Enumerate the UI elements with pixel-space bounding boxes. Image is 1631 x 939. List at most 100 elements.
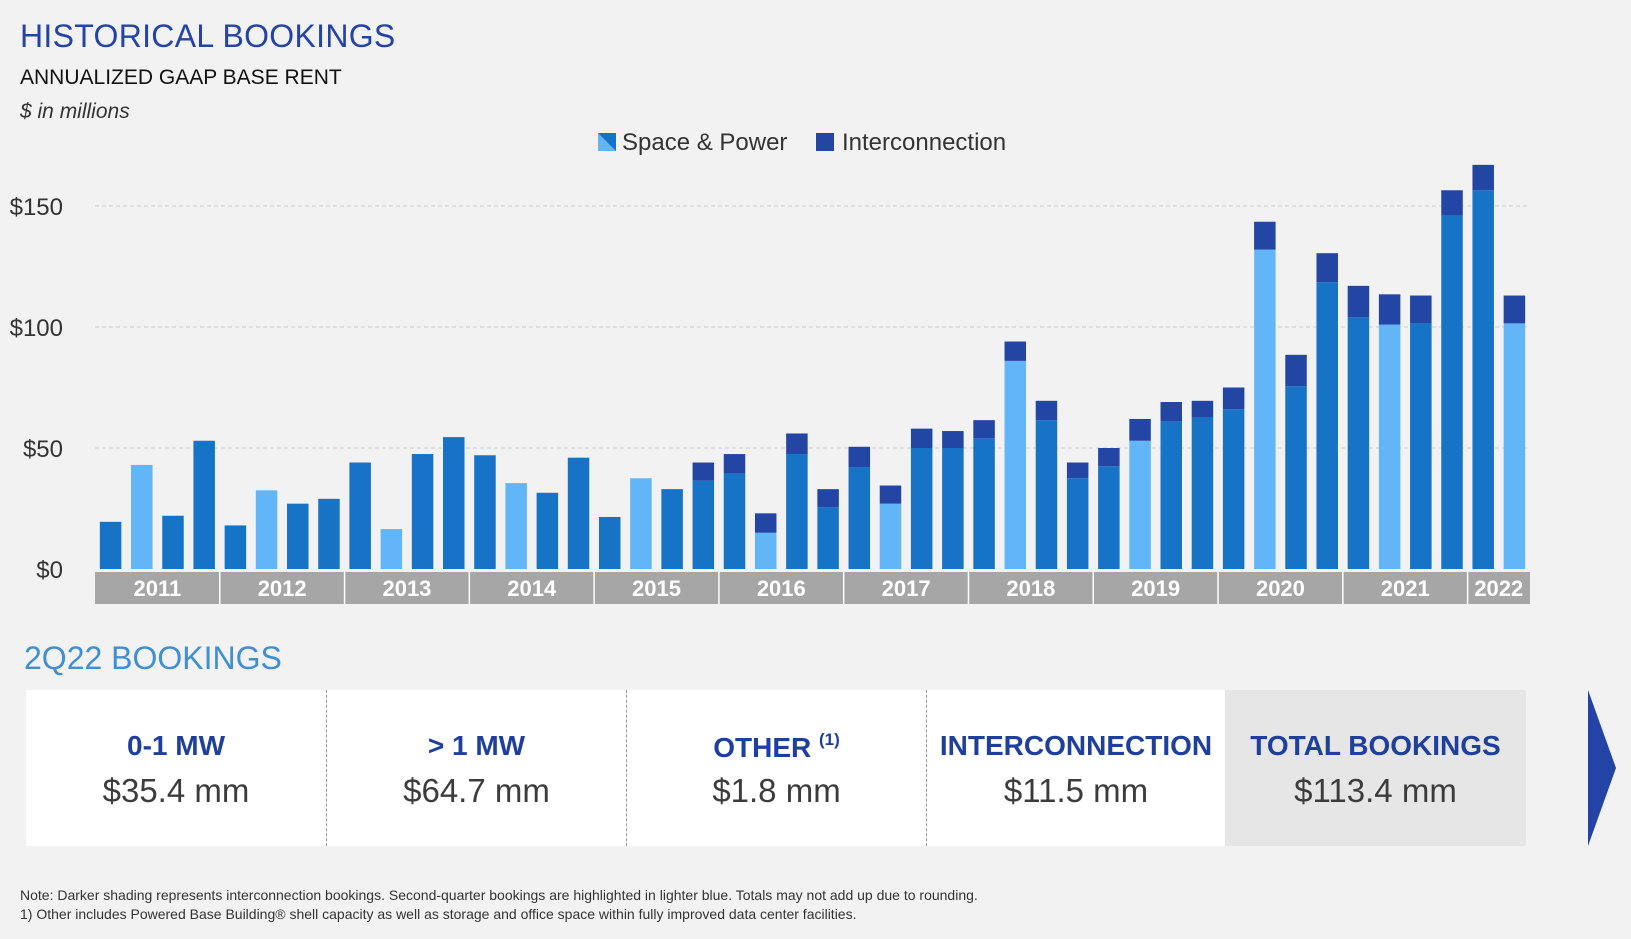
bar-space-power-1Q17: [848, 467, 871, 569]
bar-interconnection-4Q17: [942, 431, 964, 448]
bar-space-power-2Q17: [879, 503, 902, 569]
page-title: HISTORICAL BOOKINGS: [20, 18, 396, 54]
bar-interconnection-4Q19: [1191, 400, 1214, 418]
legend-label-space-power: Space & Power: [622, 129, 787, 156]
bar-interconnection-2Q21: [1378, 294, 1401, 325]
card-value: $35.4 mm: [102, 772, 250, 809]
legend-swatch-interconnection: [816, 133, 834, 151]
card-value: $64.7 mm: [403, 772, 550, 809]
x-tick-label-2012: 2012: [258, 576, 307, 601]
footnote-ref: (1): [819, 730, 840, 749]
bar-interconnection-2Q22: [1503, 295, 1526, 324]
bar-interconnection-4Q21: [1441, 190, 1463, 216]
bar-space-power-4Q17: [942, 448, 964, 569]
bar-space-power-2Q22: [1503, 323, 1526, 569]
bar-interconnection-3Q21: [1410, 295, 1432, 324]
bar-space-power-2Q11: [131, 464, 153, 569]
bar-space-power-4Q19: [1191, 417, 1214, 569]
card-label: OTHER (1): [627, 730, 926, 764]
bar-space-power-3Q18: [1035, 420, 1058, 569]
bar-space-power-3Q13: [411, 454, 434, 569]
x-tick-label-2017: 2017: [882, 576, 931, 601]
section-title-2q22-bookings: 2Q22 BOOKINGS: [24, 640, 282, 676]
bar-interconnection-3Q19: [1160, 402, 1182, 422]
bar-interconnection-1Q19: [1098, 448, 1120, 467]
card-divider: [326, 690, 327, 846]
footnotes: Note: Darker shading represents intercon…: [20, 886, 978, 924]
bar-space-power-3Q12: [287, 503, 309, 569]
bar-interconnection-1Q22: [1472, 164, 1494, 191]
bar-space-power-4Q16: [817, 507, 839, 569]
year-band-2013: [344, 572, 470, 604]
bar-interconnection-1Q20: [1222, 387, 1245, 410]
bar-space-power-3Q21: [1410, 323, 1432, 569]
note-line-2: 1) Other includes Powered Base Building®…: [20, 906, 857, 922]
bar-space-power-4Q14: [567, 457, 590, 569]
arrow-right-icon: [1588, 690, 1616, 846]
bar-interconnection-4Q20: [1316, 253, 1338, 283]
bar-space-power-4Q12: [318, 498, 340, 569]
year-band-2016: [718, 572, 844, 604]
card-0-1-mw: 0-1 MW $35.4 mm: [26, 690, 326, 846]
card-label: INTERCONNECTION: [939, 730, 1213, 761]
x-tick-label-2014: 2014: [507, 576, 557, 601]
bar-interconnection-3Q18: [1035, 400, 1058, 421]
bar-space-power-3Q14: [536, 492, 559, 569]
bar-interconnection-4Q18: [1066, 462, 1089, 479]
bar-space-power-4Q21: [1441, 215, 1463, 569]
bar-interconnection-2Q17: [879, 485, 902, 504]
bar-space-power-3Q17: [910, 448, 933, 569]
year-band-2019: [1093, 572, 1219, 604]
x-tick-label-2018: 2018: [1006, 576, 1055, 601]
x-tick-label-2022: 2022: [1474, 576, 1523, 601]
bar-space-power-4Q13: [443, 437, 465, 569]
card-over-1-mw: > 1 MW $64.7 mm: [327, 690, 626, 846]
x-tick-label-2016: 2016: [757, 576, 806, 601]
card-total-bookings: TOTAL BOOKINGS $113.4 mm: [1225, 690, 1526, 846]
bar-space-power-1Q13: [349, 462, 371, 569]
bar-space-power-4Q11: [193, 440, 215, 569]
bar-space-power-2Q20: [1254, 249, 1276, 569]
bar-space-power-2Q16: [754, 532, 777, 569]
year-band-2021: [1342, 572, 1468, 604]
bar-space-power-2Q18: [1004, 360, 1027, 569]
x-tick-label-2015: 2015: [632, 576, 681, 601]
bar-space-power-1Q15: [598, 516, 621, 569]
bar-interconnection-1Q21: [1347, 285, 1370, 318]
bar-space-power-2Q13: [380, 529, 403, 569]
bar-interconnection-4Q16: [817, 489, 839, 508]
bar-space-power-1Q14: [474, 455, 496, 569]
bookings-summary-strip: 0-1 MW $35.4 mm > 1 MW $64.7 mm OTHER (1…: [26, 690, 1616, 846]
bar-space-power-1Q12: [224, 525, 247, 569]
bar-space-power-1Q22: [1472, 190, 1494, 569]
card-value: $11.5 mm: [1003, 772, 1149, 809]
year-band-2018: [968, 572, 1094, 604]
bar-interconnection-1Q16: [723, 454, 746, 474]
card-divider: [926, 690, 927, 846]
bar-space-power-1Q18: [973, 438, 995, 569]
bar-interconnection-1Q17: [848, 446, 871, 468]
legend-swatch-space-power-light: [598, 133, 616, 151]
x-tick-label-2020: 2020: [1256, 576, 1305, 601]
bar-interconnection-2Q16: [754, 513, 777, 533]
y-tick-label: $0: [36, 557, 63, 584]
card-divider: [626, 690, 627, 846]
bar-space-power-4Q20: [1316, 282, 1338, 569]
bar-space-power-2Q14: [505, 483, 527, 569]
year-band-2012: [219, 572, 345, 604]
bar-space-power-1Q19: [1098, 466, 1120, 569]
bar-space-power-3Q11: [162, 515, 184, 569]
units-label: $ in millions: [20, 100, 130, 123]
bar-interconnection-2Q18: [1004, 341, 1027, 361]
year-band-2022: [1467, 572, 1530, 604]
bar-interconnection-3Q16: [786, 433, 808, 455]
card-value: $113.4 mm: [1294, 772, 1457, 809]
card-label-text: OTHER: [713, 732, 812, 763]
bar-space-power-2Q19: [1129, 440, 1151, 569]
x-tick-label-2021: 2021: [1381, 576, 1430, 601]
card-other: OTHER (1) $1.8 mm: [627, 690, 926, 846]
bar-space-power-3Q15: [661, 489, 683, 569]
bar-interconnection-3Q17: [910, 428, 933, 448]
card-value: $1.8 mm: [712, 772, 841, 809]
page-subtitle: ANNUALIZED GAAP BASE RENT: [20, 66, 342, 89]
